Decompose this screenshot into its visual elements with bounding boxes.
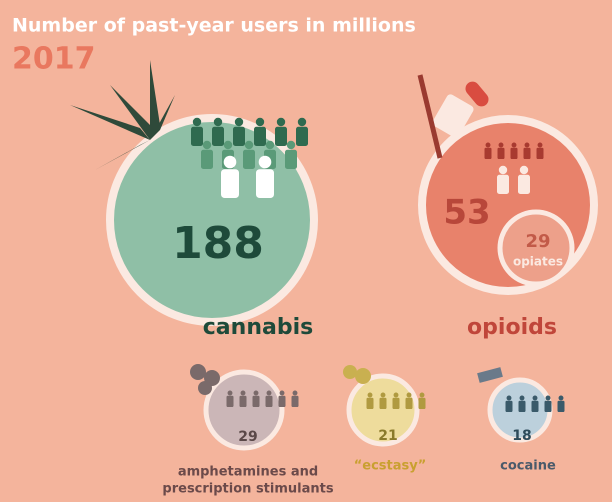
person-icon [279, 390, 285, 396]
label: “ecstasy” [354, 459, 427, 474]
person-icon [258, 155, 272, 169]
label: amphetamines and [178, 465, 318, 480]
person-icon [252, 395, 260, 407]
person-icon [244, 140, 254, 150]
person-icon [485, 142, 491, 148]
person-icon [511, 142, 517, 148]
person-icon [254, 126, 266, 146]
person-icon [536, 147, 544, 159]
person-icon [537, 142, 543, 148]
person-icon [379, 397, 387, 409]
person-icon [558, 395, 564, 401]
person-icon [297, 117, 307, 127]
person-icon [557, 400, 565, 412]
person-icon [506, 395, 512, 401]
person-icon [240, 390, 246, 396]
person-icon [505, 400, 513, 412]
inset-label: opiates [513, 255, 563, 269]
value: 18 [512, 428, 531, 444]
person-icon [393, 392, 399, 398]
person-icon [239, 395, 247, 407]
person-icon [285, 149, 297, 169]
person-icon [544, 400, 552, 412]
person-icon [286, 140, 296, 150]
person-icon [291, 395, 299, 407]
value: 53 [443, 193, 490, 233]
cannabis-circle [106, 114, 318, 326]
person-icon [518, 400, 526, 412]
person-icon [484, 147, 492, 159]
person-icon [276, 117, 286, 127]
person-icon [292, 390, 298, 396]
person-icon [510, 147, 518, 159]
person-icon [380, 392, 386, 398]
person-icon [265, 395, 273, 407]
label: prescription stimulants [162, 482, 333, 497]
person-icon [256, 169, 274, 198]
person-icon [234, 117, 244, 127]
person-icon [243, 149, 255, 169]
amphetamines-circle [203, 369, 285, 451]
person-icon [212, 126, 224, 146]
person-icon [405, 397, 413, 409]
card-icon [477, 367, 503, 383]
person-icon [498, 142, 504, 148]
person-icon [227, 390, 233, 396]
person-icon [223, 140, 233, 150]
person-icon [296, 126, 308, 146]
label: cannabis [203, 315, 313, 340]
person-icon [201, 149, 213, 169]
person-icon [266, 390, 272, 396]
person-icon [223, 155, 237, 169]
person-icon [406, 392, 412, 398]
person-icon [524, 142, 530, 148]
value: 188 [172, 218, 264, 269]
opiates-circle [497, 209, 575, 287]
pill-icon [190, 364, 220, 395]
person-icon [519, 165, 529, 175]
person-icon [418, 397, 426, 409]
person-icon [226, 395, 234, 407]
person-icon [213, 117, 223, 127]
person-icon [392, 397, 400, 409]
person-icon [367, 392, 373, 398]
person-icon [497, 147, 505, 159]
person-icon [531, 400, 539, 412]
person-icon [532, 395, 538, 401]
person-icon [221, 169, 239, 198]
person-icon [265, 140, 275, 150]
title: Number of past-year users in millions [12, 15, 416, 37]
person-icon [255, 117, 265, 127]
person-icon [192, 117, 202, 127]
person-icon [519, 395, 525, 401]
person-icon [498, 165, 508, 175]
person-icon [253, 390, 259, 396]
people-icons [191, 117, 308, 198]
value: 21 [378, 428, 397, 444]
pill-icon [343, 365, 371, 384]
year: 2017 [12, 42, 96, 77]
person-icon [419, 392, 425, 398]
person-icon [275, 126, 287, 146]
inset-value: 29 [525, 231, 550, 252]
label: opioids [467, 315, 557, 340]
person-icon [545, 395, 551, 401]
label: cocaine [500, 459, 556, 474]
ecstasy-circle [346, 373, 420, 447]
person-icon [518, 174, 530, 194]
leaf-icon [70, 60, 175, 170]
person-icon [366, 397, 374, 409]
person-icon [191, 126, 203, 146]
person-icon [523, 147, 531, 159]
pill-icon [417, 74, 489, 159]
value: 29 [238, 429, 257, 445]
person-icon [202, 140, 212, 150]
person-icon [497, 174, 509, 194]
person-icon [278, 395, 286, 407]
person-icon [233, 126, 245, 146]
